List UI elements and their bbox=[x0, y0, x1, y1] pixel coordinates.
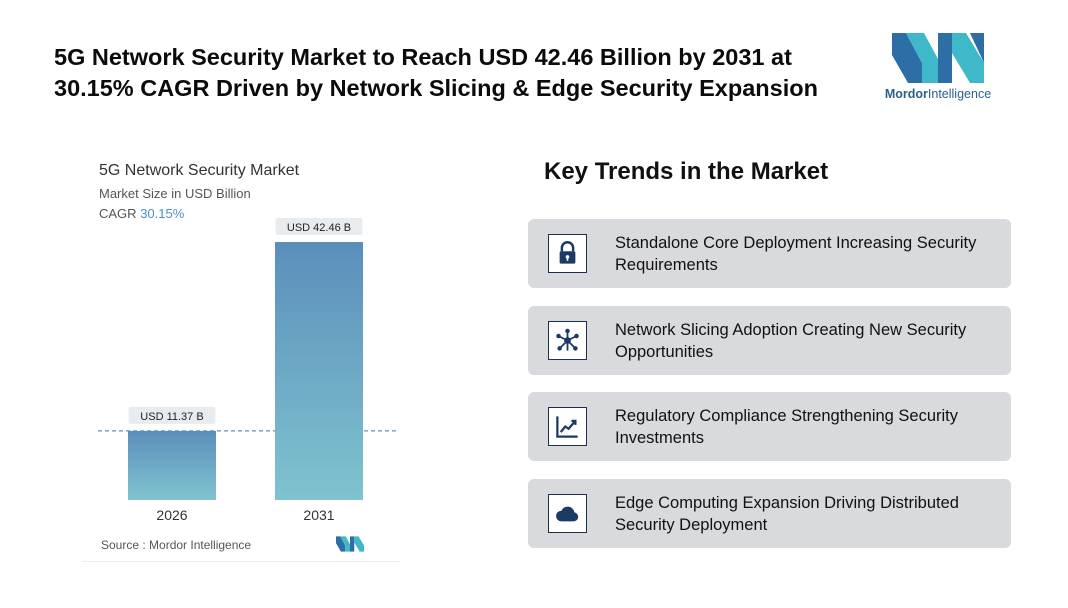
data-label-2031: USD 42.46 B bbox=[287, 222, 351, 234]
chart-cagr-value: 30.15% bbox=[140, 206, 185, 221]
trend-card-2: Network Slicing Adoption Creating New Se… bbox=[528, 306, 1011, 375]
market-bar-chart: USD 11.37 B 2026 USD 42.46 B 2031 bbox=[98, 218, 398, 523]
network-hub-icon bbox=[548, 321, 587, 360]
source-logo-icon bbox=[336, 536, 364, 552]
lock-icon bbox=[548, 234, 587, 273]
data-label-bg-2026 bbox=[128, 406, 216, 424]
x-tick-2031: 2031 bbox=[303, 507, 334, 523]
trend-text-4: Edge Computing Expansion Driving Distrib… bbox=[615, 494, 959, 534]
trend-card-1: Standalone Core Deployment Increasing Se… bbox=[528, 219, 1011, 288]
market-chart-card: USD 11.37 B 2026 USD 42.46 B 2031 5G Networ… bbox=[82, 142, 400, 562]
trend-text-3: Regulatory Compliance Strengthening Secu… bbox=[615, 407, 959, 447]
page-headline: 5G Network Security Market to Reach USD … bbox=[54, 44, 818, 101]
chart-title: 5G Network Security Market bbox=[99, 162, 300, 179]
mordor-logo: MordorIntelligence bbox=[882, 33, 994, 103]
line-chart-icon bbox=[548, 407, 587, 446]
trend-text-2: Network Slicing Adoption Creating New Se… bbox=[615, 321, 967, 361]
x-tick-2026: 2026 bbox=[156, 507, 187, 523]
mordor-logo-mark-icon bbox=[892, 33, 984, 83]
cloud-icon bbox=[548, 494, 587, 533]
trend-card-3: Regulatory Compliance Strengthening Secu… bbox=[528, 392, 1011, 461]
trend-text-1: Standalone Core Deployment Increasing Se… bbox=[615, 234, 977, 274]
trend-card-4: Edge Computing Expansion Driving Distrib… bbox=[528, 479, 1011, 548]
mordor-logo-text: MordorIntelligence bbox=[884, 87, 992, 101]
data-label-2026: USD 11.37 B bbox=[140, 411, 203, 423]
data-label-bg-2031 bbox=[275, 218, 363, 235]
trends-title: Key Trends in the Market bbox=[544, 158, 829, 185]
chart-cagr: CAGR 30.15% bbox=[99, 206, 185, 221]
chart-subtitle: Market Size in USD Billion bbox=[99, 186, 251, 201]
bar-2031 bbox=[275, 242, 363, 500]
bar-2026 bbox=[128, 430, 216, 500]
chart-source: Source : Mordor Intelligence bbox=[101, 538, 252, 552]
